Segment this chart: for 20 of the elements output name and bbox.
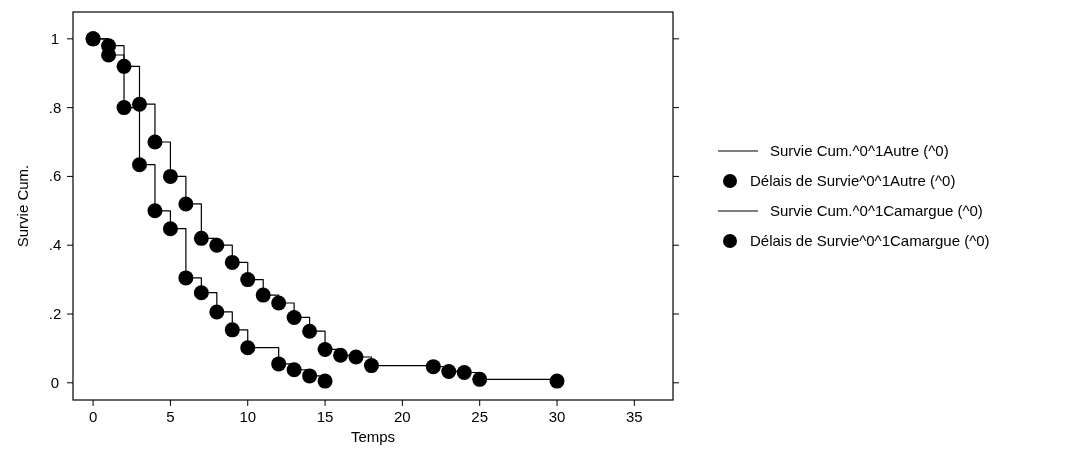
y-axis-title: Survie Cum. <box>14 164 31 248</box>
legend-label: Délais de Survie^0^1Camargue (^0) <box>750 232 990 249</box>
x-tick-label: 25 <box>471 408 489 425</box>
x-tick-label: 5 <box>166 408 175 425</box>
legend-label: Survie Cum.^0^1Autre (^0) <box>770 142 949 159</box>
x-tick-label: 15 <box>316 408 334 425</box>
legend-label: Survie Cum.^0^1Camargue (^0) <box>770 202 983 219</box>
x-tick-label: 35 <box>626 408 643 425</box>
x-tick-label: 30 <box>548 408 566 425</box>
x-axis-title: Temps <box>350 428 396 445</box>
x-tick-label: 0 <box>88 408 98 425</box>
x-tick-label: 10 <box>239 408 257 425</box>
y-tick-label: .2 <box>48 305 62 323</box>
y-tick-label: 1 <box>50 29 60 47</box>
y-tick-label: 0 <box>50 373 60 391</box>
x-tick-label: 20 <box>394 408 411 425</box>
y-tick-label: .6 <box>48 167 62 185</box>
y-tick-label: .8 <box>48 98 62 116</box>
y-tick-label: .4 <box>48 236 62 254</box>
legend-label: Délais de Survie^0^1Autre (^0) <box>750 172 956 189</box>
